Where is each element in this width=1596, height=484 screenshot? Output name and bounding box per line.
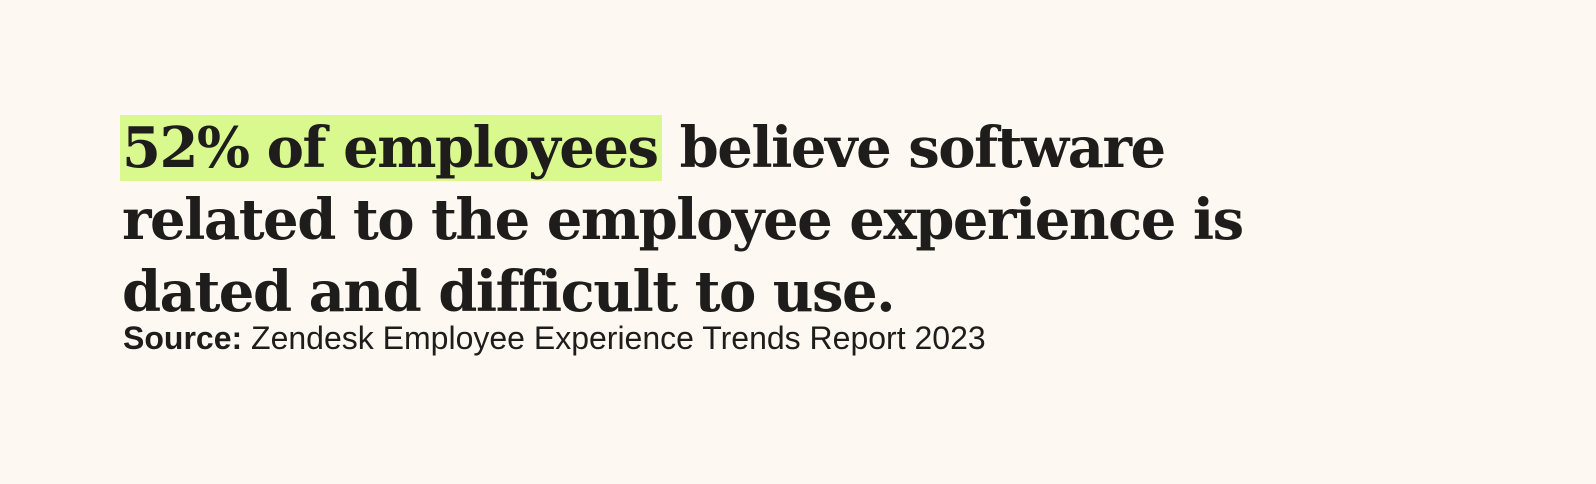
quote-text: believe software related to the employee… [122, 115, 1244, 325]
highlight: 52% of employees [120, 115, 662, 181]
source-text: Zendesk Employee Experience Trends Repor… [251, 320, 986, 356]
source: Source: Zendesk Employee Experience Tren… [123, 320, 986, 357]
quote: 52% of employees believe software relate… [120, 112, 1382, 328]
source-label: Source: [123, 320, 243, 356]
